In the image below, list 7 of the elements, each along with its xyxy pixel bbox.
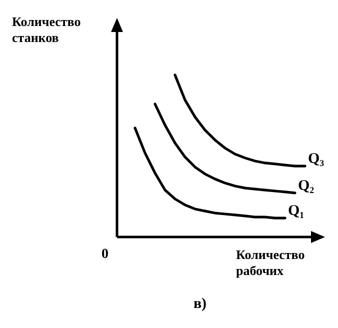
text: 0 <box>102 247 108 262</box>
y-axis-title: Количество станков <box>12 14 81 45</box>
text: в) <box>193 296 207 312</box>
x-axis-title: Количество рабочих <box>236 247 305 278</box>
series-label: Q₃ <box>308 151 325 168</box>
series-label: Q₂ <box>298 178 315 194</box>
series-label: Q₁ <box>288 203 304 220</box>
